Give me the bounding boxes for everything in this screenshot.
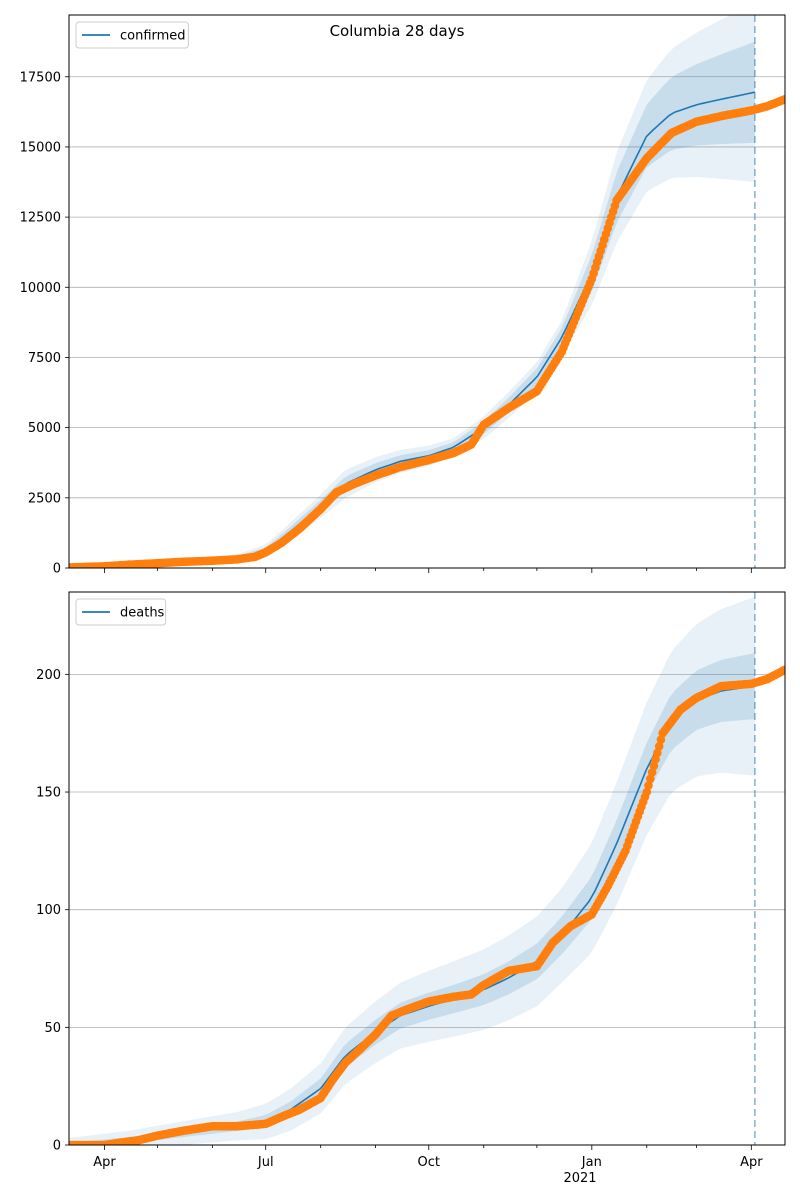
confidence-band [69,15,755,568]
legend-label: confirmed [120,29,186,44]
observed-point [780,665,785,674]
y-tick-label: 17500 [20,70,61,85]
axes-frame [68,14,786,569]
y-tick-label: 7500 [28,351,61,366]
legend-box [75,21,189,49]
x-tick-label: Apr [93,1155,116,1170]
y-tick-label: 15000 [20,140,61,155]
y-tick-label: 150 [36,786,61,801]
y-tick-label: 0 [53,562,61,577]
axes-frame [68,591,786,1146]
legend-box [75,598,167,626]
y-tick-label: 100 [36,903,61,918]
observed-point [644,781,653,790]
legend-label: deaths [120,606,165,621]
observed-point [656,735,666,744]
observed-point [642,787,652,797]
deaths-panel: 0 50 100 150 200 Apr Jul Oct Jan Apr deaths [36,591,786,1170]
observed-point [649,761,659,771]
observed-point [647,768,657,777]
observed-point [653,748,662,758]
confidence-band [69,41,755,568]
figure-title: Columbia 28 days [330,22,465,40]
observed-point [646,774,655,784]
observed-point [780,94,785,104]
confidence-band [69,596,755,1145]
x-tick-label: Oct [418,1155,440,1170]
y-tick-label: 0 [53,1139,61,1154]
observed-point [651,755,660,764]
y-tick-label: 5000 [28,421,61,436]
x-tick-label: Jul [257,1155,274,1170]
legend: confirmed [75,21,189,49]
y-tick-label: 200 [36,668,61,683]
year-label: 2021 [563,1171,596,1186]
x-tick-label: Jan [581,1155,602,1170]
y-tick-label: 2500 [28,491,61,506]
y-tick-label: 12500 [20,211,61,226]
confirmed-panel: 0 2500 5000 7500 10000 12500 15000 17500 confirm… [20,14,786,577]
y-tick-label: 50 [44,1021,61,1036]
observed-point [654,742,664,751]
legend: deaths [75,598,167,626]
y-tick-label: 10000 [20,281,61,296]
x-tick-label: Apr [740,1155,763,1170]
